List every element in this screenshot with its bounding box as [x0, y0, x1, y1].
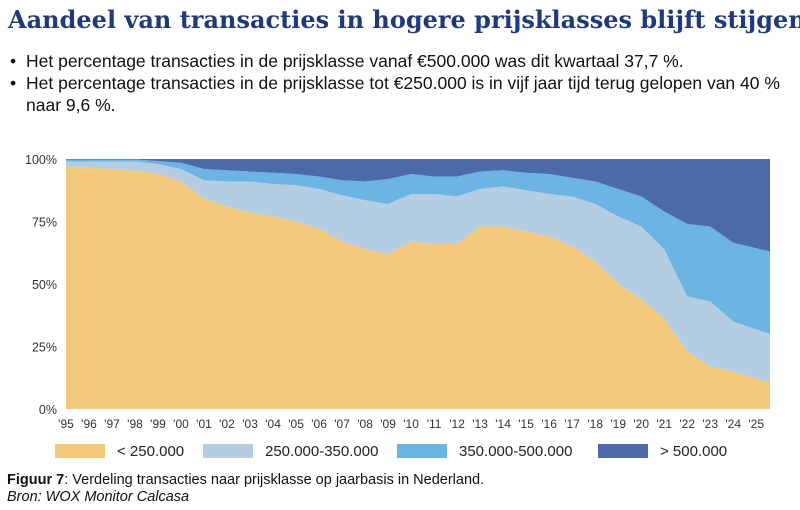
- area-gt-500000: [66, 159, 770, 252]
- x-tick-label: '97: [104, 417, 120, 431]
- y-tick-label: 25%: [32, 341, 57, 355]
- legend-label: 250.000-350.000: [265, 442, 379, 460]
- bullet-item: Het percentage transacties in de prijskl…: [10, 72, 790, 116]
- legend-label: 350.000-500.000: [459, 442, 573, 460]
- x-tick-label: '16: [541, 417, 557, 431]
- legend-item: < 250.000: [55, 440, 184, 462]
- x-tick-label: '04: [265, 417, 281, 431]
- x-tick-label: '13: [472, 417, 488, 431]
- legend-swatch: [55, 444, 105, 458]
- x-tick-label: '25: [748, 417, 764, 431]
- x-tick-label: '96: [81, 417, 97, 431]
- x-tick-label: '24: [725, 417, 741, 431]
- x-tick-label: '07: [334, 417, 350, 431]
- area-lt-250000: [66, 166, 770, 409]
- legend-swatch: [397, 444, 447, 458]
- legend-label: < 250.000: [117, 442, 185, 460]
- y-tick-label: 0%: [39, 403, 57, 417]
- x-tick-label: '03: [242, 417, 258, 431]
- x-tick-label: '22: [679, 417, 695, 431]
- x-tick-label: '98: [127, 417, 143, 431]
- legend-item: 250.000-350.000: [203, 440, 378, 462]
- summary-bullets: Het percentage transacties in de prijskl…: [10, 50, 790, 116]
- legend-swatch: [598, 444, 648, 458]
- x-tick-label: '01: [196, 417, 212, 431]
- x-tick-label: '21: [656, 417, 672, 431]
- y-tick-label: 100%: [25, 153, 57, 167]
- area-250000-350000: [66, 161, 770, 383]
- x-tick-label: '15: [518, 417, 534, 431]
- x-tick-label: '23: [702, 417, 718, 431]
- x-tick-label: '17: [564, 417, 580, 431]
- x-tick-label: '10: [403, 417, 419, 431]
- x-tick-label: '00: [173, 417, 189, 431]
- x-tick-label: '02: [219, 417, 235, 431]
- figure-description: : Verdeling transacties naar prijsklasse…: [64, 472, 485, 488]
- legend-item: > 500.000: [598, 440, 727, 462]
- x-tick-label: '06: [311, 417, 327, 431]
- figure-label: Figuur 7: [7, 472, 65, 488]
- chart-legend: < 250.000 250.000-350.000 350.000-500.000 >…: [55, 440, 795, 462]
- x-tick-label: '18: [587, 417, 603, 431]
- x-tick-label: '95: [58, 417, 74, 431]
- bullet-item: Het percentage transacties in de prijskl…: [10, 50, 790, 72]
- x-tick-label: '08: [357, 417, 373, 431]
- x-tick-label: '05: [288, 417, 304, 431]
- x-tick-label: '99: [150, 417, 166, 431]
- legend-item: 350.000-500.000: [397, 440, 572, 462]
- x-tick-label: '19: [610, 417, 626, 431]
- page-title: Aandeel van transacties in hogere prijsk…: [8, 5, 800, 34]
- x-tick-label: '20: [633, 417, 649, 431]
- y-tick-label: 50%: [32, 278, 57, 292]
- figure-caption: Figuur 7: Verdeling transacties naar pri…: [7, 472, 484, 506]
- legend-swatch: [203, 444, 253, 458]
- area-350000-500000: [66, 159, 770, 334]
- stacked-area-chart: 0% 25% 50% 75% 100% '95 '96 '97 '98 '99 '00 '01 '02 '…: [25, 153, 770, 431]
- x-tick-label: '11: [427, 417, 442, 431]
- source-text: Bron: WOX Monitor Calcasa: [7, 489, 190, 505]
- y-tick-label: 75%: [32, 216, 57, 230]
- legend-label: > 500.000: [660, 442, 728, 460]
- x-tick-label: '12: [449, 417, 465, 431]
- x-tick-label: '14: [495, 417, 511, 431]
- x-tick-label: '09: [380, 417, 396, 431]
